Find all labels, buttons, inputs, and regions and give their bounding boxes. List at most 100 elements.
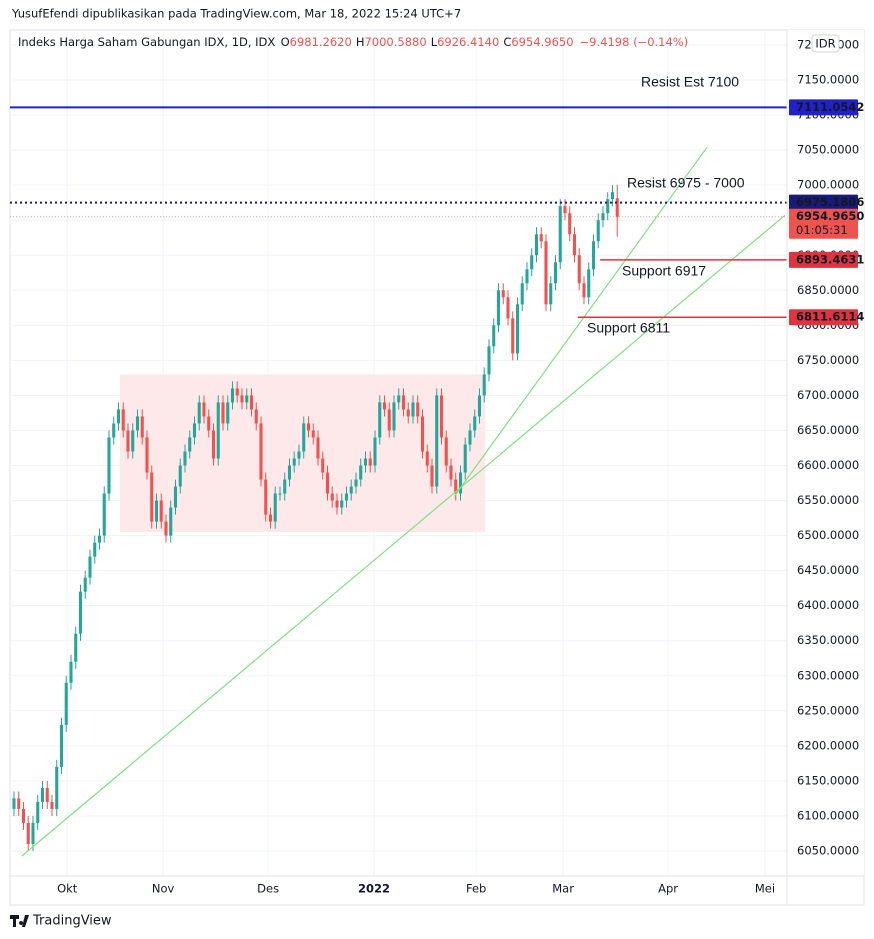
- candle-body: [264, 479, 268, 515]
- candle-body: [211, 430, 216, 459]
- candle-body: [487, 346, 491, 375]
- candle-body: [226, 402, 230, 424]
- footer-logo: [10, 915, 29, 927]
- candle-body: [511, 318, 515, 354]
- y-tick-label: 6300.0000: [797, 668, 859, 682]
- currency: IDR: [815, 37, 835, 51]
- ohlc-value: 6926.4140: [437, 35, 499, 49]
- candle-body: [615, 198, 619, 217]
- candle-body: [330, 493, 334, 501]
- candle-body: [387, 409, 391, 431]
- candle-body: [21, 808, 26, 823]
- currency-badge: [811, 34, 840, 53]
- ohlc-key: L: [431, 35, 438, 49]
- ohlc-value: 7000.5880: [364, 35, 426, 49]
- candle-body: [88, 556, 92, 578]
- candle-body: [610, 192, 615, 200]
- candle-body: [178, 465, 182, 487]
- candle-body: [534, 234, 539, 256]
- price-label: 6811.6114: [796, 310, 864, 324]
- annotation: Support 6811: [587, 320, 670, 336]
- candle-body: [311, 430, 315, 438]
- x-tick-label: Mei: [755, 882, 775, 896]
- candle-body: [530, 255, 534, 270]
- candle-body: [454, 479, 458, 494]
- candle-body: [468, 430, 472, 445]
- candle-body: [74, 633, 78, 662]
- candle-body: [207, 416, 211, 431]
- trendline: [454, 146, 708, 496]
- candle-body: [221, 402, 225, 424]
- y-tick-label: 6550.0000: [797, 493, 859, 507]
- y-tick-label: 6150.0000: [797, 773, 859, 787]
- ohlc-value: 6954.9650: [511, 35, 573, 49]
- candle-body: [553, 262, 558, 284]
- candle-body: [240, 395, 244, 403]
- price-label-box: [789, 194, 858, 211]
- candle-body: [444, 437, 448, 466]
- candle-body: [26, 822, 30, 844]
- price-label: 6954.9650: [796, 209, 864, 223]
- candle-body: [230, 388, 235, 403]
- price-label: 6975.1806: [796, 195, 864, 209]
- annotation: Resist 6975 - 7000: [627, 175, 745, 191]
- x-tick-label: Des: [257, 882, 279, 896]
- candle-body: [135, 416, 140, 431]
- y-tick-label: 6650.0000: [797, 423, 859, 437]
- candle-body: [506, 297, 510, 319]
- ohlc-key: H: [356, 35, 365, 49]
- ohlc-value: 6981.2620: [290, 35, 352, 49]
- candle-body: [373, 437, 377, 466]
- y-tick-label: 6600.0000: [797, 458, 859, 472]
- candle-body: [273, 493, 277, 522]
- candle-body: [12, 798, 16, 809]
- axis-background: [787, 30, 864, 876]
- candle-body: [458, 472, 463, 494]
- candle-body: [596, 220, 600, 242]
- candle-body: [249, 395, 254, 410]
- candle-body: [572, 234, 577, 256]
- candle-body: [159, 500, 163, 522]
- candle-body: [97, 535, 102, 543]
- candle-body: [397, 395, 401, 403]
- candle-body: [93, 542, 97, 557]
- countdown: 01:05:31: [796, 223, 848, 237]
- zone: [119, 374, 486, 533]
- price-label-box: [789, 208, 858, 239]
- candle-body: [306, 423, 311, 431]
- plot-layer: 6050.0000 6100.0000 6150.0000 6200.0000 6250…: [10, 30, 864, 905]
- candle-body: [539, 234, 543, 242]
- candle-body: [378, 402, 382, 438]
- candle-body: [335, 500, 339, 508]
- ohlc-key: O: [281, 35, 290, 49]
- candle-body: [549, 283, 553, 305]
- y-tick-label: 6100.0000: [797, 808, 859, 822]
- candle-body: [107, 437, 111, 494]
- candle-body: [587, 269, 591, 298]
- y-tick-label: 6350.0000: [797, 633, 859, 647]
- x-tick-label: Nov: [152, 882, 175, 896]
- y-tick-label: 6250.0000: [797, 703, 859, 717]
- candle-body: [577, 255, 581, 284]
- x-tick-label: 2022: [358, 882, 390, 896]
- candle-body: [112, 423, 116, 438]
- candle-body: [297, 451, 301, 459]
- candle-body: [363, 458, 368, 466]
- candle-body: [216, 402, 220, 459]
- candle-body: [235, 388, 239, 396]
- candle-body: [50, 801, 54, 809]
- y-tick-label: 7000.0000: [797, 178, 859, 192]
- change: −9.4198 (−0.14%): [580, 35, 689, 49]
- candle-body: [197, 402, 201, 424]
- candle-body: [173, 486, 178, 508]
- candle-body: [591, 241, 596, 270]
- candle-body: [325, 472, 330, 494]
- candle-body: [411, 402, 415, 417]
- candle-body: [340, 500, 344, 508]
- candle-body: [606, 199, 610, 214]
- candle-body: [292, 458, 296, 466]
- candle-body: [425, 451, 429, 466]
- price-label-box: [789, 251, 858, 268]
- candle-body: [59, 724, 64, 767]
- candle-body: [349, 486, 353, 494]
